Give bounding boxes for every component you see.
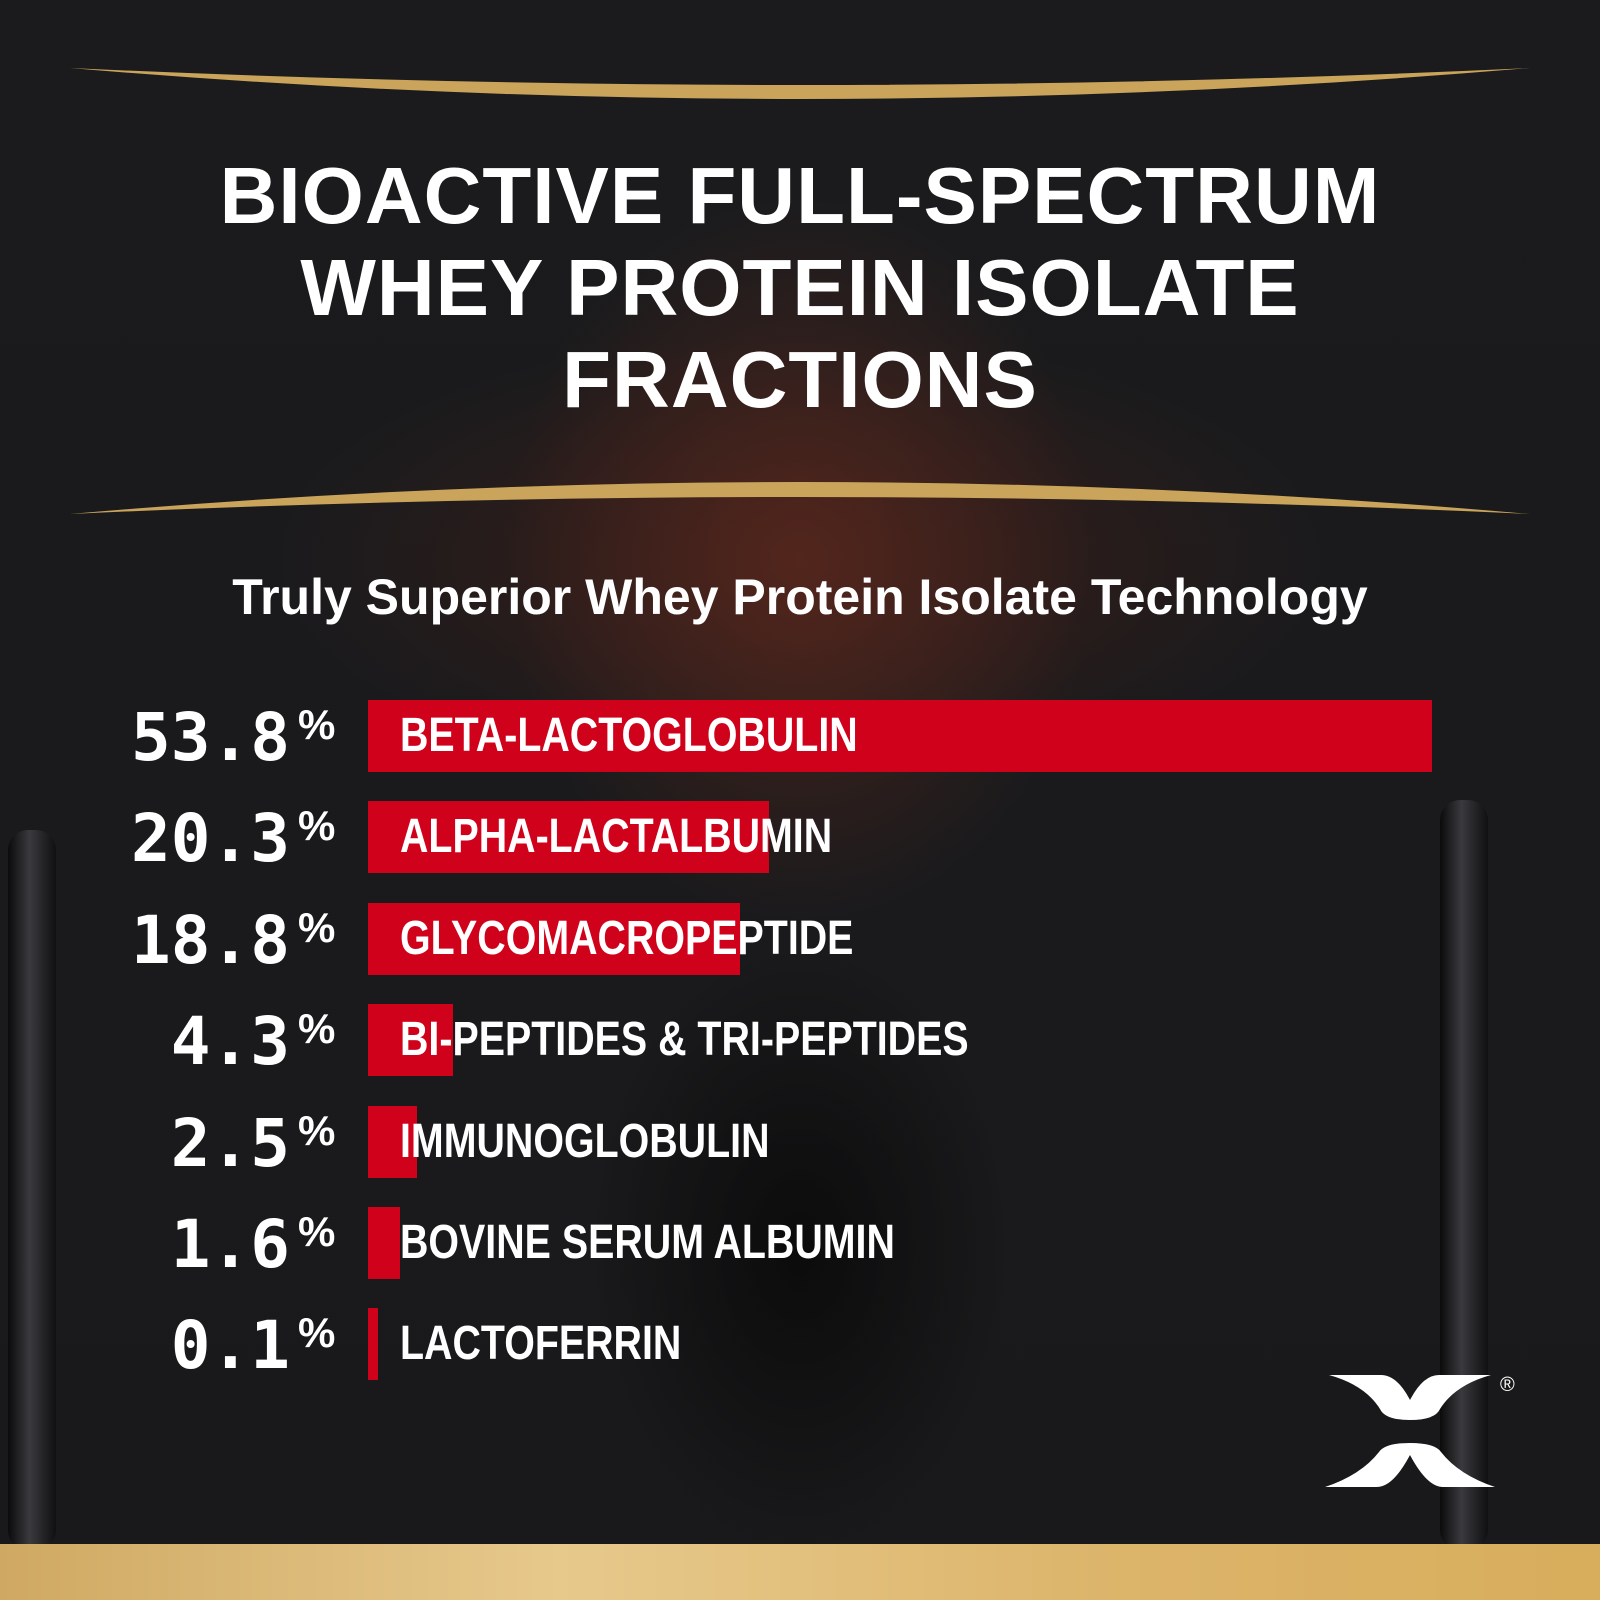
value-label: 18.8 bbox=[131, 901, 290, 979]
bar bbox=[368, 902, 740, 975]
percent-sign: % bbox=[298, 1208, 336, 1255]
bar bbox=[368, 1105, 418, 1178]
percent-sign: % bbox=[298, 903, 336, 951]
bar bbox=[368, 700, 1432, 772]
chart-row: 18.8% GLYCOMACROPEPTIDE bbox=[0, 901, 1600, 979]
category-label: LACTOFERRIN bbox=[400, 1317, 682, 1371]
category-label: GLYCOMACROPEPTIDE bbox=[400, 911, 854, 965]
page-title: BIOACTIVE FULL-SPECTRUM WHEY PROTEIN ISO… bbox=[0, 150, 1600, 426]
value-label: 1.6 bbox=[170, 1206, 290, 1283]
gold-divider-bottom bbox=[70, 482, 1530, 514]
chart-row: 0.1% LACTOFERRIN bbox=[0, 1307, 1600, 1385]
bar bbox=[368, 1308, 378, 1381]
value-label: 2.5 bbox=[170, 1104, 290, 1182]
title-line-3: FRACTIONS bbox=[562, 335, 1038, 424]
chart-row: 2.5% IMMUNOGLOBULIN bbox=[0, 1104, 1600, 1182]
title-line-2: WHEY PROTEIN ISOLATE bbox=[300, 243, 1300, 332]
chart-row: 53.8% BETA-LACTOGLOBULIN bbox=[0, 699, 1600, 776]
subtitle: Truly Superior Whey Protein Isolate Tech… bbox=[232, 569, 1368, 625]
percent-sign: % bbox=[298, 1106, 336, 1154]
value-label: 4.3 bbox=[170, 1003, 290, 1081]
gold-divider-top bbox=[70, 68, 1530, 99]
percent-sign: % bbox=[298, 1309, 336, 1357]
chart-row: 4.3% BI-PEPTIDES & TRI-PEPTIDES bbox=[0, 1003, 1600, 1081]
category-label: IMMUNOGLOBULIN bbox=[400, 1114, 770, 1168]
category-label: BI-PEPTIDES & TRI-PEPTIDES bbox=[400, 1013, 969, 1067]
bar bbox=[368, 801, 770, 874]
value-label: 53.8 bbox=[131, 699, 290, 776]
bar bbox=[368, 1004, 454, 1077]
gold-footer-band bbox=[0, 1544, 1600, 1600]
bar bbox=[368, 1207, 400, 1279]
category-label: ALPHA-LACTALBUMIN bbox=[400, 810, 833, 864]
category-label: BOVINE SERUM ALBUMIN bbox=[400, 1216, 895, 1269]
percent-sign: % bbox=[298, 802, 336, 850]
value-label: 20.3 bbox=[131, 800, 290, 878]
chart-row: 1.6% BOVINE SERUM ALBUMIN bbox=[0, 1206, 1600, 1283]
percent-sign: % bbox=[298, 701, 336, 748]
registered-mark: ® bbox=[1500, 1374, 1515, 1396]
percent-sign: % bbox=[298, 1005, 336, 1053]
title-line-1: BIOACTIVE FULL-SPECTRUM bbox=[219, 151, 1381, 240]
x-logo-icon bbox=[1325, 1375, 1495, 1487]
category-label: BETA-LACTOGLOBULIN bbox=[400, 709, 858, 762]
barbell-pole-left bbox=[8, 830, 56, 1550]
value-label: 0.1 bbox=[170, 1307, 290, 1385]
chart-row: 20.3% ALPHA-LACTALBUMIN bbox=[0, 800, 1600, 878]
barbell-pole-right bbox=[1440, 800, 1488, 1550]
